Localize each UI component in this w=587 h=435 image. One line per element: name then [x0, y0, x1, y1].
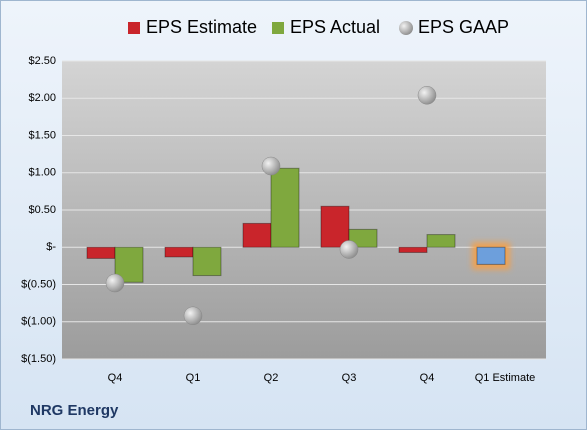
bar: [398, 246, 428, 253]
y-tick-label: $-: [46, 241, 56, 253]
x-tick-label: Q4: [420, 372, 435, 384]
gaap-point: [417, 86, 437, 105]
x-tick-label: Q3: [342, 372, 357, 384]
gaap-point: [261, 156, 281, 176]
y-tick-label: $2.00: [28, 92, 56, 104]
gaap-point: [105, 273, 125, 293]
bar: [476, 246, 506, 265]
x-tick-label: Q2: [264, 372, 279, 384]
bar: [242, 222, 272, 248]
bar: [192, 246, 222, 277]
bar: [320, 205, 350, 248]
y-tick-label: $(1.00): [21, 316, 56, 328]
x-tick-label: Q1 Estimate: [475, 372, 536, 384]
legend-label: EPS Actual: [290, 17, 380, 37]
y-tick-label: $1.00: [28, 167, 56, 179]
legend-marker: [128, 22, 140, 34]
legend-label: EPS GAAP: [418, 17, 509, 37]
y-tick-label: $(1.50): [21, 353, 56, 365]
chart-title: NRG Energy: [30, 402, 119, 419]
x-tick-label: Q4: [108, 372, 123, 384]
bar: [348, 228, 378, 248]
bar: [86, 246, 116, 259]
legend-label: EPS Estimate: [146, 17, 257, 37]
gaap-point: [183, 306, 203, 326]
y-tick-label: $1.50: [28, 129, 56, 141]
bar: [270, 167, 300, 248]
y-tick-label: $0.50: [28, 204, 56, 216]
legend-marker: [272, 22, 284, 34]
y-tick-label: $(0.50): [21, 278, 56, 290]
y-tick-label: $2.50: [28, 55, 56, 67]
legend-marker: [399, 21, 413, 35]
bar: [164, 246, 194, 258]
gaap-point: [339, 240, 359, 259]
x-tick-label: Q1: [186, 372, 201, 384]
bar: [426, 234, 456, 248]
